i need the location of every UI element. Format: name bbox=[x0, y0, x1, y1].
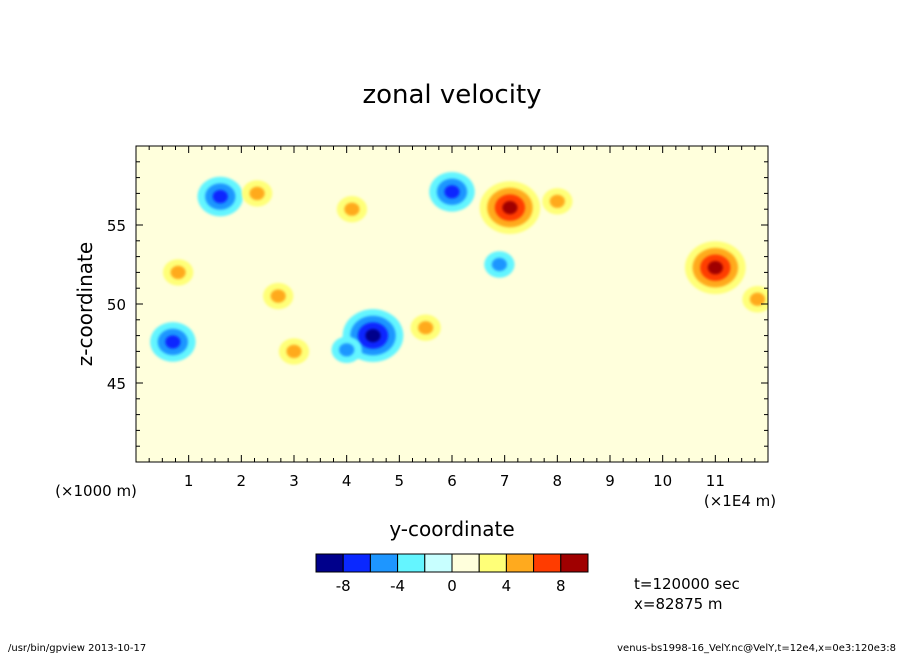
colorbar-swatch bbox=[397, 553, 426, 573]
x-tick-label: 5 bbox=[395, 472, 405, 490]
x-axis-label: y-coordinate bbox=[389, 517, 514, 541]
x-tick-label: 10 bbox=[653, 472, 672, 490]
colorbar-swatch bbox=[315, 553, 344, 573]
field-feature bbox=[263, 282, 294, 310]
position-annotation: x=82875 m bbox=[634, 595, 723, 613]
colorbar-swatch bbox=[533, 553, 562, 573]
contour-level bbox=[418, 321, 434, 335]
field-feature bbox=[484, 251, 515, 278]
footer-right: venus-bs1998-16_VelY.nc@VelY,t=12e4,x=0e… bbox=[617, 643, 896, 654]
field-feature bbox=[331, 336, 362, 364]
x-tick-label: 8 bbox=[553, 472, 563, 490]
field-feature bbox=[429, 172, 475, 212]
colorbar-swatch bbox=[424, 553, 453, 573]
chart-title: zonal velocity bbox=[362, 80, 541, 110]
contour-level bbox=[249, 186, 265, 201]
x-axis: 1 2 3 4 5 6 7 8 9 10 11 bbox=[135, 146, 769, 490]
field-feature bbox=[336, 195, 368, 223]
x-tick-label: 2 bbox=[237, 472, 247, 490]
colorbar-swatch bbox=[342, 553, 371, 573]
field-feature bbox=[684, 241, 746, 295]
contour-level bbox=[491, 257, 507, 272]
field-feature bbox=[150, 322, 196, 362]
contour-level bbox=[549, 194, 565, 208]
contour-level bbox=[444, 185, 460, 199]
field-feature bbox=[241, 180, 273, 207]
velocity-field bbox=[150, 172, 768, 365]
contour-level bbox=[165, 335, 181, 349]
contour-level bbox=[212, 189, 228, 204]
contour-level bbox=[270, 289, 286, 303]
x-tick-label: 9 bbox=[605, 472, 615, 490]
contour-level bbox=[286, 344, 302, 359]
field-feature bbox=[278, 338, 310, 365]
x-tick-label: 3 bbox=[289, 472, 299, 490]
colorbar-tick-label: -4 bbox=[390, 577, 405, 595]
contour-level bbox=[339, 343, 355, 357]
colorbar-tick-label: 0 bbox=[447, 577, 457, 595]
contour-level bbox=[365, 328, 381, 343]
field-feature bbox=[197, 176, 244, 217]
y-scale-note: (×1000 m) bbox=[55, 482, 137, 500]
y-axis-label: z-coordinate bbox=[73, 242, 97, 366]
time-annotation: t=120000 sec bbox=[634, 575, 740, 593]
contour-level bbox=[749, 292, 766, 306]
contour-level bbox=[707, 261, 723, 275]
y-axis: 45 50 55 bbox=[107, 145, 768, 463]
field-feature bbox=[162, 259, 194, 286]
colorbar: -8 -4 0 4 8 bbox=[315, 553, 589, 595]
field-feature bbox=[742, 286, 768, 313]
y-tick-label: 45 bbox=[107, 375, 126, 393]
x-scale-note: (×1E4 m) bbox=[704, 492, 776, 510]
x-tick-label: 6 bbox=[447, 472, 457, 490]
field-feature bbox=[542, 188, 573, 215]
y-tick-label: 50 bbox=[107, 296, 126, 314]
footer-left: /usr/bin/gpview 2013-10-17 bbox=[8, 643, 146, 654]
x-tick-label: 11 bbox=[706, 472, 725, 490]
y-tick-label: 55 bbox=[107, 217, 126, 235]
contour-level bbox=[170, 265, 186, 280]
field-feature bbox=[479, 181, 541, 235]
colorbar-swatch bbox=[560, 553, 589, 573]
field-feature bbox=[410, 314, 441, 341]
contour-level bbox=[344, 202, 360, 216]
colorbar-swatch bbox=[451, 553, 480, 573]
contour-level bbox=[502, 201, 518, 215]
colorbar-swatch bbox=[369, 553, 399, 573]
colorbar-swatch bbox=[505, 553, 535, 573]
x-tick-label: 7 bbox=[500, 472, 510, 490]
colorbar-swatch bbox=[478, 553, 507, 573]
colorbar-tick-label: 4 bbox=[502, 577, 512, 595]
colorbar-tick-label: 8 bbox=[556, 577, 566, 595]
x-tick-label: 4 bbox=[342, 472, 352, 490]
colorbar-tick-label: -8 bbox=[336, 577, 351, 595]
x-tick-label: 1 bbox=[184, 472, 194, 490]
